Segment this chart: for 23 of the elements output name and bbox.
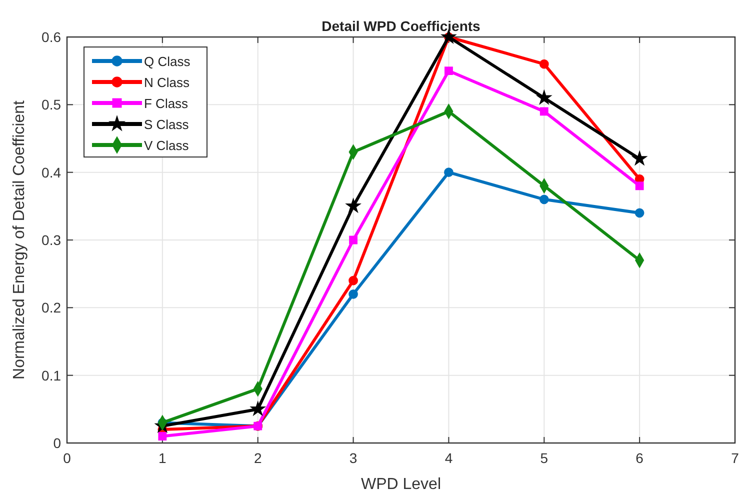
- y-tick-label: 0.3: [42, 232, 62, 248]
- chart-title: Detail WPD Coefficients: [322, 18, 481, 34]
- x-tick-label: 6: [636, 450, 644, 466]
- x-tick-label: 0: [63, 450, 72, 466]
- legend-label: F Class: [144, 96, 189, 111]
- legend-label: V Class: [144, 138, 190, 153]
- y-tick-label: 0.1: [42, 367, 62, 384]
- y-tick-label: 0.4: [42, 164, 62, 180]
- y-tick-label: 0: [53, 435, 62, 451]
- y-tick-label: 0.6: [42, 29, 62, 45]
- x-tick-label: 3: [349, 450, 358, 466]
- x-tick-label: 1: [158, 450, 167, 466]
- y-axis-title: Normalized Energy of Detail Coefficient: [11, 100, 28, 380]
- legend-label: Q Class: [144, 54, 191, 69]
- y-tick-label: 0.5: [42, 96, 62, 113]
- legend-label: N Class: [144, 75, 190, 90]
- x-tick-label: 2: [254, 450, 262, 466]
- legend-label: S Class: [144, 117, 190, 132]
- y-tick-label: 0.2: [42, 300, 62, 316]
- x-tick-label: 7: [731, 450, 739, 466]
- x-tick-label: 4: [444, 450, 453, 466]
- x-axis-title: WPD Level: [360, 476, 442, 493]
- x-tick-label: 5: [540, 450, 548, 466]
